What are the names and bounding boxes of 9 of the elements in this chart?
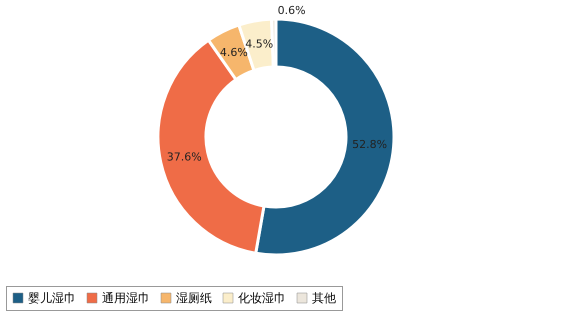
data-label: 52.8% [352, 138, 388, 152]
legend-label: 其他 [312, 291, 336, 305]
legend-label: 化妆湿巾 [238, 291, 286, 305]
data-label: 0.6% [278, 4, 306, 18]
legend-label: 婴儿湿巾 [28, 291, 76, 305]
data-label: 37.6% [166, 150, 202, 164]
data-label: 4.5% [245, 38, 274, 50]
legend-label: 湿厕纸 [176, 291, 212, 305]
legend-label: 通用湿巾 [102, 291, 150, 305]
